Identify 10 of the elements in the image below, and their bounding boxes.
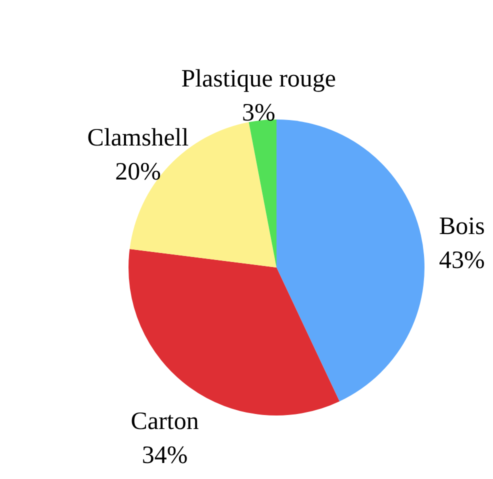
slice-label: Carton (130, 408, 200, 436)
data-label: 3% (242, 99, 276, 126)
data-label: 20% (115, 158, 161, 186)
pie-slice (248, 120, 276, 268)
pie-slice (276, 120, 424, 402)
data-label: 43% (439, 247, 485, 274)
data-label: 34% (142, 442, 188, 470)
slice-label: Plastique rouge (181, 65, 336, 92)
slice-label: Bois (438, 213, 485, 240)
slice-label: Clamshell (87, 124, 189, 152)
